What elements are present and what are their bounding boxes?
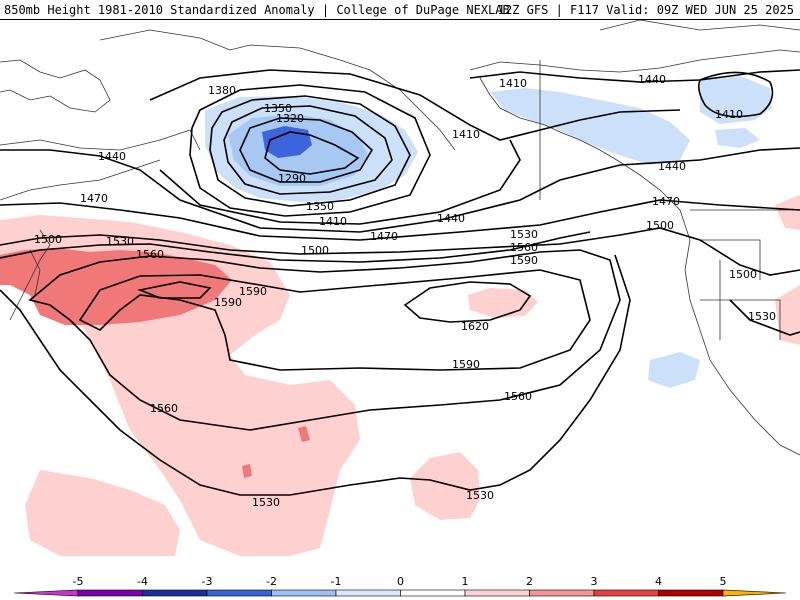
strong-positive-anomaly — [0, 248, 232, 325]
contour-label: 1530 — [748, 310, 776, 323]
colorbar-swatch — [658, 589, 724, 597]
colorbar-swatch — [13, 589, 79, 597]
positive-anomaly-region-east — [775, 195, 800, 230]
model-run-info: 12Z GFS | F117 Valid: 09Z WED JUN 25 202… — [497, 3, 794, 17]
negative-anomaly-region-canada2 — [715, 128, 760, 148]
positive-anomaly-region-southeast — [410, 452, 480, 520]
contour-label: 1500 — [301, 244, 329, 257]
colorbar-swatch — [464, 589, 530, 597]
contour-label: 1620 — [461, 320, 489, 333]
colorbar-tick-label: -5 — [73, 576, 84, 588]
colorbar-swatch — [271, 589, 337, 597]
contour-1350 — [223, 105, 393, 195]
positive-anomaly-region-coast — [775, 285, 800, 345]
negative-anomaly-region-mexico — [648, 352, 700, 388]
contour-labels: 1380 1350 1320 1290 1350 1410 1410 1410 … — [34, 73, 776, 509]
contour-label: 1350 — [306, 200, 334, 213]
colorbar-tick-label: -1 — [331, 576, 342, 588]
colorbar-swatch — [722, 589, 787, 597]
height-contours — [0, 69, 800, 496]
colorbar-tick-label: -3 — [202, 576, 213, 588]
colorbar-tick-label: 3 — [591, 576, 598, 588]
colorbar-swatch — [400, 589, 466, 597]
anomaly-shading — [0, 76, 800, 556]
contour-label: 1470 — [652, 195, 680, 208]
contour-label: 1410 — [452, 128, 480, 141]
colorbar-swatch — [77, 589, 143, 597]
contour-1290 — [264, 131, 360, 175]
positive-anomaly-region-south — [25, 470, 180, 556]
contour-label: 1530 — [252, 496, 280, 509]
contour-1320 — [239, 117, 374, 183]
colorbar-swatches — [13, 589, 787, 597]
contour-label: 1530 — [106, 235, 134, 248]
colorbar-tick-label: 2 — [526, 576, 533, 588]
strong-positive-anomaly-small — [298, 426, 310, 442]
contour-label: 1530 — [510, 228, 538, 241]
contour-label: 1410 — [499, 77, 527, 90]
negative-anomaly-region-alaska — [490, 88, 690, 165]
anomaly-colorbar: -5 -4 -3 -2 -1 0 1 2 3 4 5 — [0, 576, 800, 600]
colorbar-swatch — [593, 589, 659, 597]
map-header: 850mb Height 1981-2010 Standardized Anom… — [0, 0, 800, 20]
colorbar-tick-labels: -5 -4 -3 -2 -1 0 1 2 3 4 5 — [73, 576, 727, 588]
coastlines — [0, 20, 800, 456]
contour-label: 1500 — [729, 268, 757, 281]
contour-label: 1440 — [98, 150, 126, 163]
contour-label: 1470 — [370, 230, 398, 243]
contour-label: 1380 — [208, 84, 236, 97]
contour-label: 1470 — [80, 192, 108, 205]
negative-anomaly-region-canada — [700, 76, 772, 124]
colorbar-tick-label: 1 — [462, 576, 469, 588]
contour-label: 1560 — [510, 241, 538, 254]
colorbar-swatch — [335, 589, 401, 597]
colorbar-swatch — [529, 589, 595, 597]
contour-label: 1560 — [136, 248, 164, 261]
contour-label: 1500 — [646, 219, 674, 232]
weather-map: 1380 1350 1320 1290 1350 1410 1410 1410 … — [0, 20, 800, 576]
contour-label: 1590 — [239, 285, 267, 298]
colorbar-tick-label: 5 — [720, 576, 727, 588]
strong-positive-anomaly-small2 — [242, 464, 252, 478]
contour-label: 1320 — [276, 112, 304, 125]
contour-label: 1290 — [278, 172, 306, 185]
contour-label: 1590 — [452, 358, 480, 371]
contour-label: 1350 — [264, 102, 292, 115]
colorbar-swatch — [206, 589, 272, 597]
contour-label: 1410 — [715, 108, 743, 121]
contour-label: 1440 — [437, 212, 465, 225]
positive-anomaly-region-high — [468, 288, 538, 318]
contour-label: 1440 — [658, 160, 686, 173]
contour-label: 1530 — [466, 489, 494, 502]
contour-label: 1590 — [510, 254, 538, 267]
colorbar-tick-label: -2 — [266, 576, 277, 588]
contour-label: 1500 — [34, 233, 62, 246]
colorbar-swatch — [142, 589, 208, 597]
map-title: 850mb Height 1981-2010 Standardized Anom… — [4, 3, 510, 17]
contour-label: 1590 — [214, 296, 242, 309]
contour-label: 1410 — [319, 215, 347, 228]
colorbar-tick-label: 4 — [655, 576, 662, 588]
colorbar-tick-label: -4 — [137, 576, 148, 588]
contour-label: 1560 — [504, 390, 532, 403]
contour-label: 1440 — [638, 73, 666, 86]
contour-label: 1560 — [150, 402, 178, 415]
colorbar-tick-label: 0 — [397, 576, 404, 588]
